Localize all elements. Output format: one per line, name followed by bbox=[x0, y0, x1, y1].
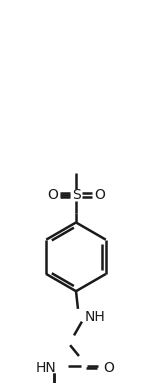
Text: O: O bbox=[47, 188, 58, 202]
Text: S: S bbox=[72, 188, 80, 202]
Text: NH: NH bbox=[85, 310, 106, 324]
Text: O: O bbox=[103, 361, 114, 375]
Text: O: O bbox=[94, 188, 105, 202]
Text: HN: HN bbox=[36, 361, 56, 375]
